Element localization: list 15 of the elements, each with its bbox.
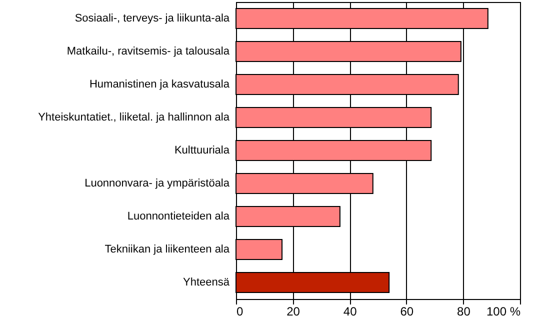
y-tick-label: Sosiaali-, terveys- ja liikunta-ala: [74, 12, 230, 24]
y-tick-label: Yhteiskuntatiet., liiketal. ja hallinnon ala: [38, 112, 230, 124]
x-tick-label: 80: [457, 304, 471, 318]
x-tick-label: 100 %: [486, 304, 521, 318]
y-tick-label: Yhteensä: [183, 276, 230, 288]
x-tick-label: 20: [286, 304, 300, 318]
y-tick-label: Matkailu-, ravitsemis- ja talousala: [66, 46, 230, 58]
x-tick-label: 40: [343, 304, 358, 318]
y-tick-label: Kulttuuriala: [174, 144, 230, 156]
y-tick-label: Luonnonvara- ja ympäristöala: [84, 178, 230, 190]
x-tick-label: 60: [400, 304, 414, 318]
x-tick-label: 0: [236, 304, 244, 318]
y-tick-label: Tekniikan ja liikenteen ala: [104, 244, 230, 256]
y-tick-label: Luonnontieteiden ala: [127, 210, 230, 222]
y-tick-label: Humanistinen ja kasvatusala: [89, 78, 230, 90]
